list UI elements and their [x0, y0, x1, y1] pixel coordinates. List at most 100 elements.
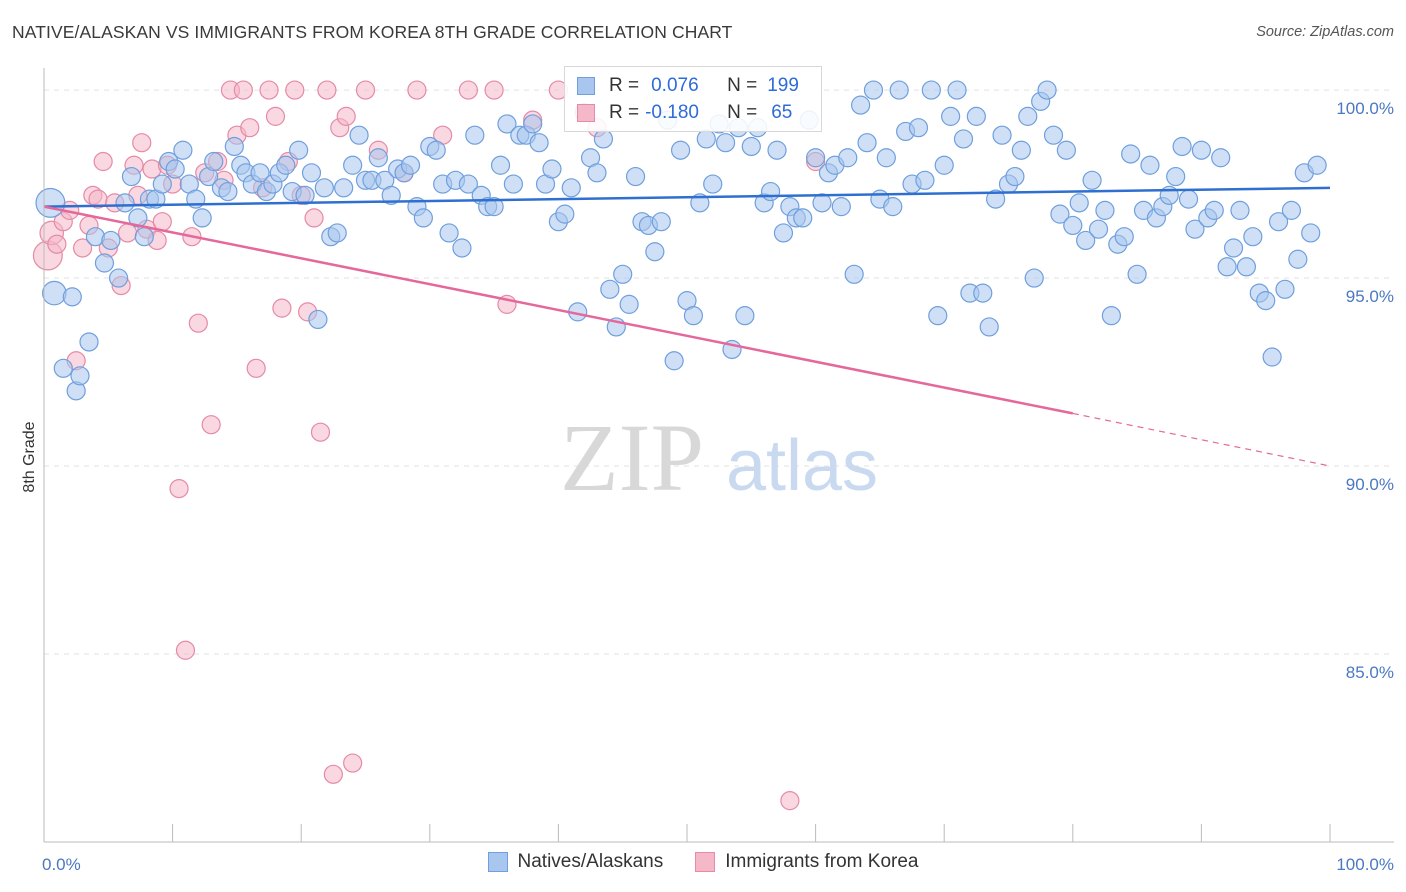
data-point: [1217, 257, 1237, 277]
data-point: [1236, 257, 1257, 277]
data-point: [285, 80, 305, 100]
data-point: [47, 234, 67, 254]
data-point: [355, 80, 376, 100]
data-point: [79, 332, 99, 352]
data-point: [619, 294, 639, 314]
data-point: [883, 197, 903, 217]
data-point: [876, 148, 896, 168]
data-point: [413, 208, 433, 228]
data-point: [128, 208, 148, 228]
data-point: [767, 140, 787, 160]
data-point: [272, 298, 292, 318]
data-point: [1230, 200, 1250, 220]
x-tick-label: 100.0%: [1336, 855, 1394, 874]
data-point: [304, 208, 324, 228]
data-point: [132, 133, 152, 153]
data-point: [953, 129, 974, 149]
trend-line-natives: [43, 186, 1331, 208]
data-point: [1018, 106, 1038, 126]
data-point: [246, 358, 266, 378]
data-point: [1037, 80, 1057, 100]
data-point: [844, 264, 864, 284]
data-point: [343, 155, 363, 175]
data-point: [1056, 140, 1076, 160]
data-point: [773, 223, 794, 243]
legend-label: Immigrants from Korea: [725, 851, 919, 872]
data-point: [327, 223, 347, 243]
legend-item-natives: Natives/Alaskans: [487, 851, 664, 873]
data-point: [1095, 200, 1115, 220]
data-point: [240, 118, 260, 138]
data-point: [70, 366, 90, 386]
data-point: [426, 140, 446, 160]
data-point: [934, 155, 954, 175]
legend-n-label: N =: [727, 102, 758, 123]
data-point: [1172, 136, 1192, 157]
data-point: [1275, 279, 1295, 299]
data-point: [805, 148, 826, 168]
data-point: [458, 174, 478, 194]
data-point: [1166, 166, 1186, 187]
data-point: [1301, 223, 1321, 243]
data-point: [992, 125, 1012, 145]
y-tick-label: 100.0%: [1336, 99, 1394, 118]
data-point: [1101, 306, 1121, 326]
data-point: [218, 181, 238, 202]
data-point: [259, 80, 279, 100]
legend-r-label: R =: [609, 75, 640, 96]
data-point: [407, 80, 427, 100]
data-point: [317, 80, 337, 100]
data-point: [561, 178, 581, 198]
data-point: [1223, 238, 1244, 258]
legend-label: Natives/Alaskans: [517, 851, 664, 872]
data-point: [670, 140, 691, 160]
data-point: [1043, 125, 1064, 145]
legend-swatch-pink: [577, 104, 595, 122]
legend-r-value: -0.180: [645, 102, 699, 123]
data-point: [490, 155, 511, 175]
data-point: [1307, 155, 1327, 175]
data-point: [336, 106, 356, 126]
data-point: [1191, 140, 1212, 160]
data-point: [152, 174, 172, 194]
data-point: [593, 129, 614, 149]
data-point: [979, 317, 999, 337]
watermark-zip: ZIP: [560, 404, 704, 511]
data-point: [651, 212, 671, 232]
data-point: [233, 80, 253, 100]
data-point: [484, 197, 504, 217]
data-point: [529, 133, 549, 153]
data-point: [1178, 189, 1199, 209]
data-point: [250, 163, 270, 183]
legend-swatch-blue: [577, 77, 595, 95]
data-point: [838, 148, 858, 168]
data-point: [523, 114, 543, 134]
legend-n-label: N =: [727, 75, 758, 96]
legend-row-korea: R = -0.180 N = 65: [577, 100, 792, 126]
data-point: [1069, 193, 1089, 213]
data-point: [276, 155, 296, 175]
data-point: [863, 80, 884, 100]
data-point: [101, 230, 121, 251]
data-point: [201, 415, 221, 435]
trend-lines: [43, 186, 1331, 467]
data-point: [314, 178, 334, 198]
data-point: [484, 80, 504, 100]
data-point: [94, 253, 115, 273]
data-point: [35, 187, 66, 218]
legend-r-label: R =: [609, 102, 640, 123]
legend-n-value: 199: [767, 75, 799, 96]
data-point: [986, 189, 1006, 209]
data-point: [175, 640, 196, 660]
data-point: [587, 163, 607, 183]
data-point: [165, 159, 185, 179]
data-point: [72, 238, 93, 258]
source-credit: Source: ZipAtlas.com: [1256, 24, 1394, 40]
data-point: [1088, 219, 1109, 239]
data-point: [625, 166, 646, 187]
data-point: [973, 283, 993, 303]
data-point: [683, 306, 704, 326]
data-point: [812, 193, 832, 213]
data-point: [1063, 215, 1083, 236]
data-point: [664, 351, 684, 371]
